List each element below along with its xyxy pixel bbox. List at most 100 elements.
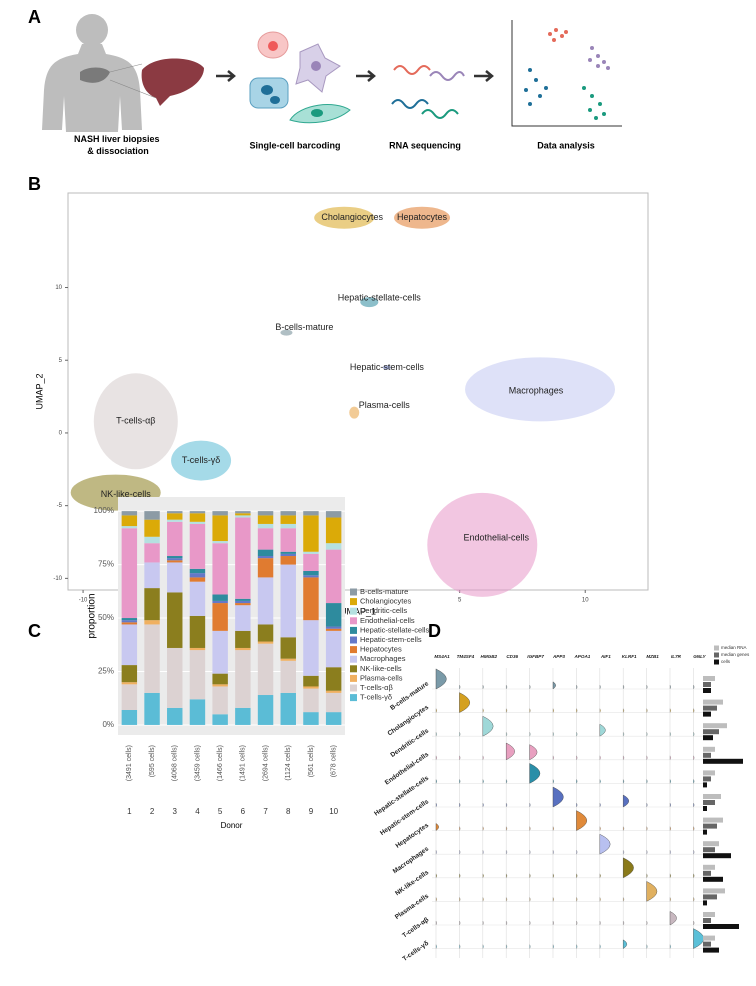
violin <box>599 778 601 784</box>
violin <box>506 684 508 690</box>
bar-segment <box>167 556 183 559</box>
violin <box>623 849 625 855</box>
y-tick-label: 5 <box>59 358 63 364</box>
cluster-label: NK-like-cells <box>101 489 152 499</box>
panel-label: A <box>28 7 41 27</box>
bar-segment <box>167 513 183 520</box>
bar-segment <box>121 682 138 685</box>
summary-bar <box>703 711 711 717</box>
y-tick-label: 0% <box>102 720 114 729</box>
violin <box>552 755 554 761</box>
row-label: T-cells-αβ <box>401 916 430 939</box>
legend-label: T-cells-αβ <box>360 683 394 692</box>
summary-bar <box>703 829 707 835</box>
bar-segment <box>257 577 274 625</box>
violin <box>623 708 625 714</box>
violin <box>529 873 531 879</box>
violin <box>552 731 554 737</box>
violin <box>646 881 658 902</box>
violin <box>529 708 531 714</box>
cluster <box>394 206 451 229</box>
bar-segment <box>325 628 342 631</box>
violin <box>693 755 695 761</box>
y-tick-label: 50% <box>98 613 114 622</box>
legend-swatch <box>714 645 719 651</box>
violin <box>459 692 470 713</box>
violin <box>482 715 494 737</box>
violin <box>576 708 578 714</box>
summary-bar <box>703 853 731 859</box>
bar-segment <box>212 684 228 687</box>
legend-label: Hepatic-stem-cells <box>360 635 422 644</box>
bar-segment <box>212 630 228 674</box>
bar-segment <box>325 626 342 629</box>
cluster <box>171 440 232 481</box>
bar-segment <box>144 562 160 589</box>
bar-segment <box>212 515 228 542</box>
bar-segment <box>121 515 138 527</box>
violin <box>576 849 578 855</box>
bar-segment <box>303 515 319 552</box>
summary-bar <box>703 682 711 687</box>
row-label: Hepatic-stellate-cells <box>373 774 430 817</box>
legend-swatch <box>350 694 357 702</box>
violin <box>552 708 554 714</box>
bar-segment <box>189 523 206 569</box>
violin <box>552 786 564 808</box>
step-label-line: & dissociation <box>87 146 149 156</box>
bar-segment <box>121 665 138 683</box>
violin <box>623 731 625 737</box>
cluster <box>314 206 375 229</box>
bar-segment <box>212 600 228 604</box>
bar-segment <box>235 707 251 725</box>
violin <box>599 833 611 855</box>
violin <box>459 684 461 690</box>
violin <box>599 896 601 902</box>
bar-segment <box>303 511 319 516</box>
violin <box>693 778 695 784</box>
bar-segment <box>235 511 251 514</box>
gene-label: IL7R <box>671 654 682 659</box>
bar-segment <box>144 588 160 621</box>
violin <box>459 920 461 926</box>
violin <box>623 778 625 784</box>
bar-segment <box>235 517 251 599</box>
legend-label: Hepatic-stellate-cells <box>360 625 429 634</box>
bar-segment <box>257 515 274 524</box>
violin <box>576 684 578 690</box>
summary-bar <box>703 688 711 693</box>
bar-segment <box>212 541 228 544</box>
bar-segment <box>212 686 228 715</box>
violin <box>623 920 625 926</box>
violin <box>435 708 437 714</box>
x-tick-label: 4 <box>195 807 200 816</box>
summary-bar <box>703 823 717 829</box>
bar-segment <box>280 515 296 524</box>
violin <box>599 684 601 690</box>
bar-segment <box>121 624 138 666</box>
cell-count-label: (4068 cells) <box>172 745 179 781</box>
bar-segment <box>235 605 251 631</box>
bar-segment <box>325 690 342 693</box>
violin <box>459 826 461 832</box>
bar-segment <box>189 521 206 524</box>
bar-segment <box>280 637 296 659</box>
violin <box>435 873 437 879</box>
cell-count-label: (1491 cells) <box>240 745 247 781</box>
violin <box>693 928 704 949</box>
violin <box>552 849 554 855</box>
violin <box>552 826 554 832</box>
violin <box>435 896 437 902</box>
violin <box>506 742 515 761</box>
violin <box>506 826 508 832</box>
legend-label: T-cells-γδ <box>360 693 392 702</box>
cell-count-label: (3459 cells) <box>194 745 201 781</box>
legend-swatch <box>350 674 357 682</box>
liver-icon <box>141 58 204 106</box>
bar-segment <box>144 692 160 725</box>
bar-segment <box>144 536 160 544</box>
summary-bar <box>703 894 717 900</box>
legend-label: B-cells-mature <box>360 587 408 596</box>
step-label: Single-cell barcoding <box>249 140 340 150</box>
violin <box>506 731 508 737</box>
